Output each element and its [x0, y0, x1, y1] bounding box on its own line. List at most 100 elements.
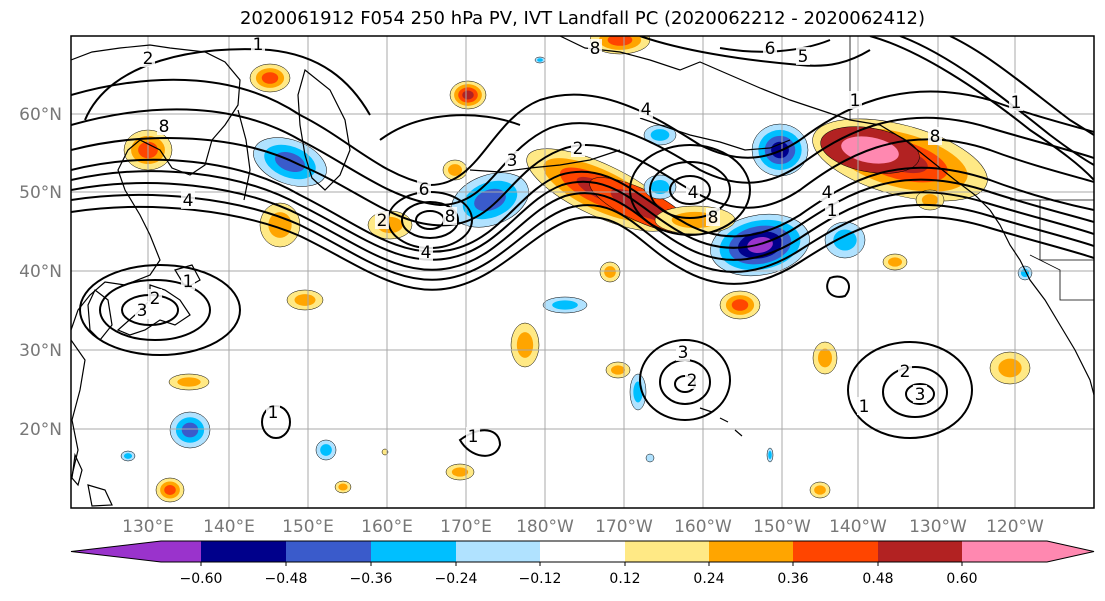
contour-label: 1 [859, 397, 870, 417]
contour-label: 4 [421, 243, 432, 263]
contour-label: 6 [765, 39, 776, 59]
contour-label: 2 [573, 139, 584, 159]
ivt-shade-region [451, 467, 469, 477]
contour-label-bg [913, 385, 927, 403]
contour-label: 1 [468, 427, 479, 447]
contour-label-bg [685, 371, 699, 389]
longitude-labels: 130°E 140°E 150°E 160°E 170°E 180°W 170°W 160°W… [122, 517, 1044, 537]
ivt-shade-region [818, 348, 832, 368]
colorbar-bin [286, 541, 371, 562]
contour-label-bg [571, 139, 585, 157]
coast-taiwan [71, 452, 83, 487]
contour-label-bg [181, 272, 195, 290]
contour-label: 1 [268, 403, 279, 423]
lon-tick-label: 150°E [282, 517, 334, 537]
contour-trough-2 [649, 161, 731, 219]
colorbar-tick-label: 0.60 [946, 571, 977, 587]
contour-label-bg [820, 183, 834, 201]
colorbar: −0.60 −0.48 −0.36 −0.24 −0.12 0.12 0.24 0.36 0.4… [70, 540, 1095, 587]
ivt-shade-region [921, 194, 939, 206]
contour-cutoff-6 [905, 383, 935, 405]
map-background [71, 36, 1094, 508]
colorbar-outline [70, 540, 1095, 563]
ivt-shade-region [516, 332, 534, 358]
contour-label: 8 [930, 127, 941, 147]
colorbar-tick-label: −0.12 [519, 571, 562, 587]
ivt-shade-region [181, 422, 199, 438]
contour-nw-3 [639, 36, 871, 67]
ivt-shade-region [814, 485, 826, 495]
contour-label: 8 [445, 207, 456, 227]
contour-label-bg [157, 117, 171, 135]
contour-label-bg [148, 289, 162, 307]
lon-tick-label: 140°W [829, 517, 887, 537]
lon-tick-label: 120°W [986, 517, 1044, 537]
contour-band-8 [71, 78, 1094, 187]
contour-label: 8 [159, 117, 170, 137]
colorbar-tick-label: 0.12 [609, 571, 640, 587]
ivt-shade-region [768, 450, 772, 460]
ivt-shade-region [448, 164, 462, 176]
contour-japan-2 [99, 279, 211, 341]
lat-tick-label: 60°N [19, 105, 62, 125]
pv-contours [71, 36, 1094, 457]
contour-label-bg [466, 427, 480, 445]
contour-label: 1 [850, 91, 861, 111]
coast-philippines [87, 484, 113, 507]
contour-label-bg [639, 100, 653, 118]
contour-label: 6 [419, 180, 430, 200]
contour-ne-3 [949, 36, 1094, 136]
ivt-shade-region [998, 358, 1022, 378]
contour-label: 1 [1011, 93, 1022, 113]
border-state-2 [1029, 254, 1094, 301]
contour-label: 2 [150, 289, 161, 309]
contour-low-2 [401, 201, 459, 239]
colorbar-bin [201, 541, 286, 562]
lon-tick-label: 150°W [753, 517, 811, 537]
contour-label-bg [1009, 93, 1023, 111]
contour-nw-4 [719, 39, 831, 53]
lon-tick-label: 170°W [595, 517, 653, 537]
lon-tick-label: 140°E [203, 517, 255, 537]
ivt-shade-region [645, 453, 655, 463]
contour-label: 2 [377, 211, 388, 231]
ivt-shade-region [731, 299, 749, 311]
ivt-shade-region [164, 485, 176, 495]
contour-label: 2 [900, 362, 911, 382]
colorbar-bin [709, 541, 793, 562]
contour-label: 3 [915, 385, 926, 405]
contour-label: 4 [822, 183, 833, 203]
contour-label: 4 [183, 191, 194, 211]
contour-label-bg [251, 36, 265, 53]
colorbar-bin [625, 541, 709, 562]
contour-label: 3 [507, 151, 518, 171]
contour-label-bg [676, 343, 690, 361]
contour-label: 8 [708, 208, 719, 228]
contour-band-1 [71, 158, 1094, 253]
contour-small-3 [826, 275, 850, 298]
colorbar-extend-high [962, 541, 1094, 562]
ivt-shade-region [294, 294, 316, 306]
contour-cutoff-1 [639, 339, 731, 421]
lat-tick-label: 20°N [19, 420, 62, 440]
ivt-shade-region [474, 188, 506, 212]
contour-band-4 [71, 194, 1094, 281]
ivt-shade-region [537, 58, 543, 62]
lat-tick-label: 50°N [19, 183, 62, 203]
ivt-shade-region [552, 300, 578, 310]
ivt-shade-region [650, 180, 670, 194]
lon-tick-label: 170°E [440, 517, 492, 537]
contour-label-bg [686, 183, 700, 201]
contour-label: 5 [798, 47, 809, 67]
colorbar-tick-label: −0.60 [180, 571, 223, 587]
contour-label: 4 [688, 183, 699, 203]
contour-band-7 [71, 108, 1094, 207]
colorbar-bin [456, 541, 540, 562]
contour-label: 2 [687, 371, 698, 391]
contour-label-bg [825, 201, 839, 219]
contour-label-bg [706, 208, 720, 226]
map-border [70, 35, 1095, 509]
contour-label: 3 [137, 301, 148, 321]
